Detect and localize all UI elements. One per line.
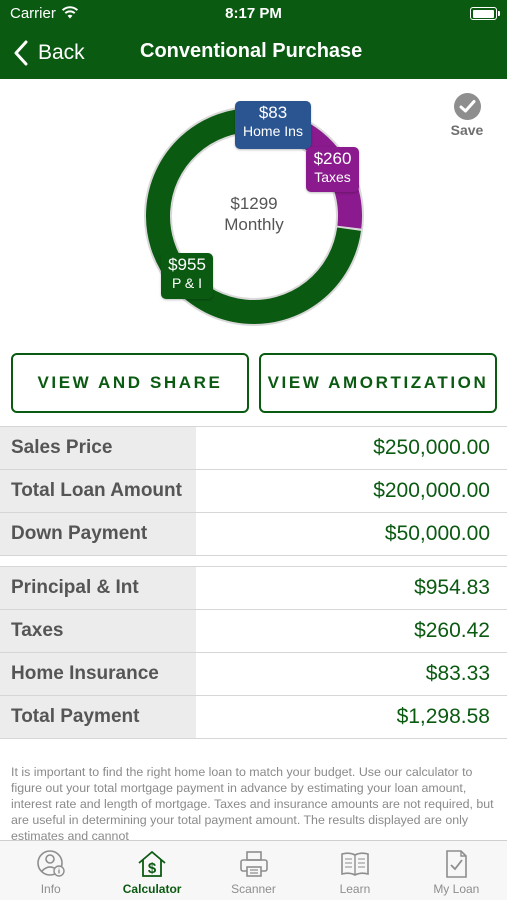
taxes-label: Taxes <box>314 169 351 185</box>
carrier-name: Carrier <box>10 5 56 22</box>
book-icon <box>341 852 369 876</box>
table-row: Home Insurance $83.33 <box>0 653 507 696</box>
battery-icon <box>470 7 500 20</box>
home-ins-tag: $83 Home Ins <box>235 101 311 149</box>
tab-learn[interactable]: Learn <box>304 841 405 900</box>
table-row: Taxes $260.42 <box>0 610 507 653</box>
save-label: Save <box>450 122 484 138</box>
pi-label: P & I <box>171 275 203 291</box>
document-check-icon <box>446 850 468 878</box>
row-label: Total Payment <box>0 696 196 738</box>
page-title: Conventional Purchase <box>140 40 363 62</box>
home-ins-label: Home Ins <box>243 123 303 139</box>
svg-text:$: $ <box>148 860 157 877</box>
status-time: 8:17 PM <box>225 5 282 22</box>
taxes-tag: $260 Taxes <box>306 147 359 192</box>
row-value: $200,000.00 <box>373 479 490 502</box>
wifi-icon <box>61 6 79 19</box>
row-label: Taxes <box>0 610 196 652</box>
loan-summary-table: Sales Price $250,000.00 Total Loan Amoun… <box>0 426 507 556</box>
save-button[interactable]: Save <box>447 93 487 138</box>
row-label: Down Payment <box>0 513 196 555</box>
row-value: $50,000.00 <box>384 522 490 545</box>
table-row: Principal & Int $954.83 <box>0 567 507 610</box>
tab-label: Calculator <box>122 882 182 896</box>
disclaimer-text: It is important to find the right home l… <box>11 765 494 840</box>
table-row: Down Payment $50,000.00 <box>0 513 507 556</box>
pi-amount: $955 <box>168 255 206 274</box>
printer-icon <box>239 851 268 877</box>
row-label: Total Loan Amount <box>0 470 196 512</box>
info-icon <box>36 850 65 877</box>
monthly-amount: $1299 <box>230 194 278 213</box>
row-value: $954.83 <box>414 576 490 599</box>
row-label: Sales Price <box>0 427 196 469</box>
pi-tag: $955 P & I <box>161 253 213 299</box>
tab-info[interactable]: Info <box>0 841 101 900</box>
tab-bar: Info $ Calculator Scanner Learn <box>0 840 507 900</box>
checkmark-circle-icon <box>453 93 481 120</box>
tab-my-loan[interactable]: My Loan <box>406 841 507 900</box>
tab-scanner[interactable]: Scanner <box>203 841 304 900</box>
back-button[interactable]: Back <box>12 38 85 68</box>
tab-label: Scanner <box>231 882 276 896</box>
row-label: Principal & Int <box>0 567 196 609</box>
table-row: Sales Price $250,000.00 <box>0 427 507 470</box>
monthly-label: Monthly <box>224 215 284 234</box>
view-and-share-button[interactable]: VIEW AND SHARE <box>11 353 249 413</box>
row-value: $250,000.00 <box>373 436 490 459</box>
nav-bar: Back Conventional Purchase <box>0 28 507 79</box>
taxes-amount: $260 <box>313 149 352 168</box>
view-amortization-button[interactable]: VIEW AMORTIZATION <box>259 353 497 413</box>
calculator-house-icon: $ <box>138 850 166 877</box>
tab-label: My Loan <box>433 882 480 896</box>
table-row: Total Loan Amount $200,000.00 <box>0 470 507 513</box>
status-bar: Carrier 8:17 PM <box>0 0 507 28</box>
home-ins-amount: $83 <box>258 103 288 122</box>
table-row: Total Payment $1,298.58 <box>0 696 507 739</box>
row-value: $1,298.58 <box>396 705 490 728</box>
row-label: Home Insurance <box>0 653 196 695</box>
tab-label: Info <box>40 882 61 896</box>
payment-donut-chart: $1299 Monthly $83 Home Ins $260 Taxes $9… <box>0 79 507 344</box>
back-label: Back <box>38 41 85 64</box>
app-header: Carrier 8:17 PM Back Conventional Purcha… <box>0 0 507 79</box>
tab-label: Learn <box>339 882 371 896</box>
payment-summary-table: Principal & Int $954.83 Taxes $260.42 Ho… <box>0 566 507 739</box>
row-value: $83.33 <box>425 662 490 685</box>
tab-calculator[interactable]: $ Calculator <box>101 841 202 900</box>
row-value: $260.42 <box>414 619 490 642</box>
chevron-left-icon <box>14 40 28 66</box>
battery-fill <box>472 9 494 18</box>
